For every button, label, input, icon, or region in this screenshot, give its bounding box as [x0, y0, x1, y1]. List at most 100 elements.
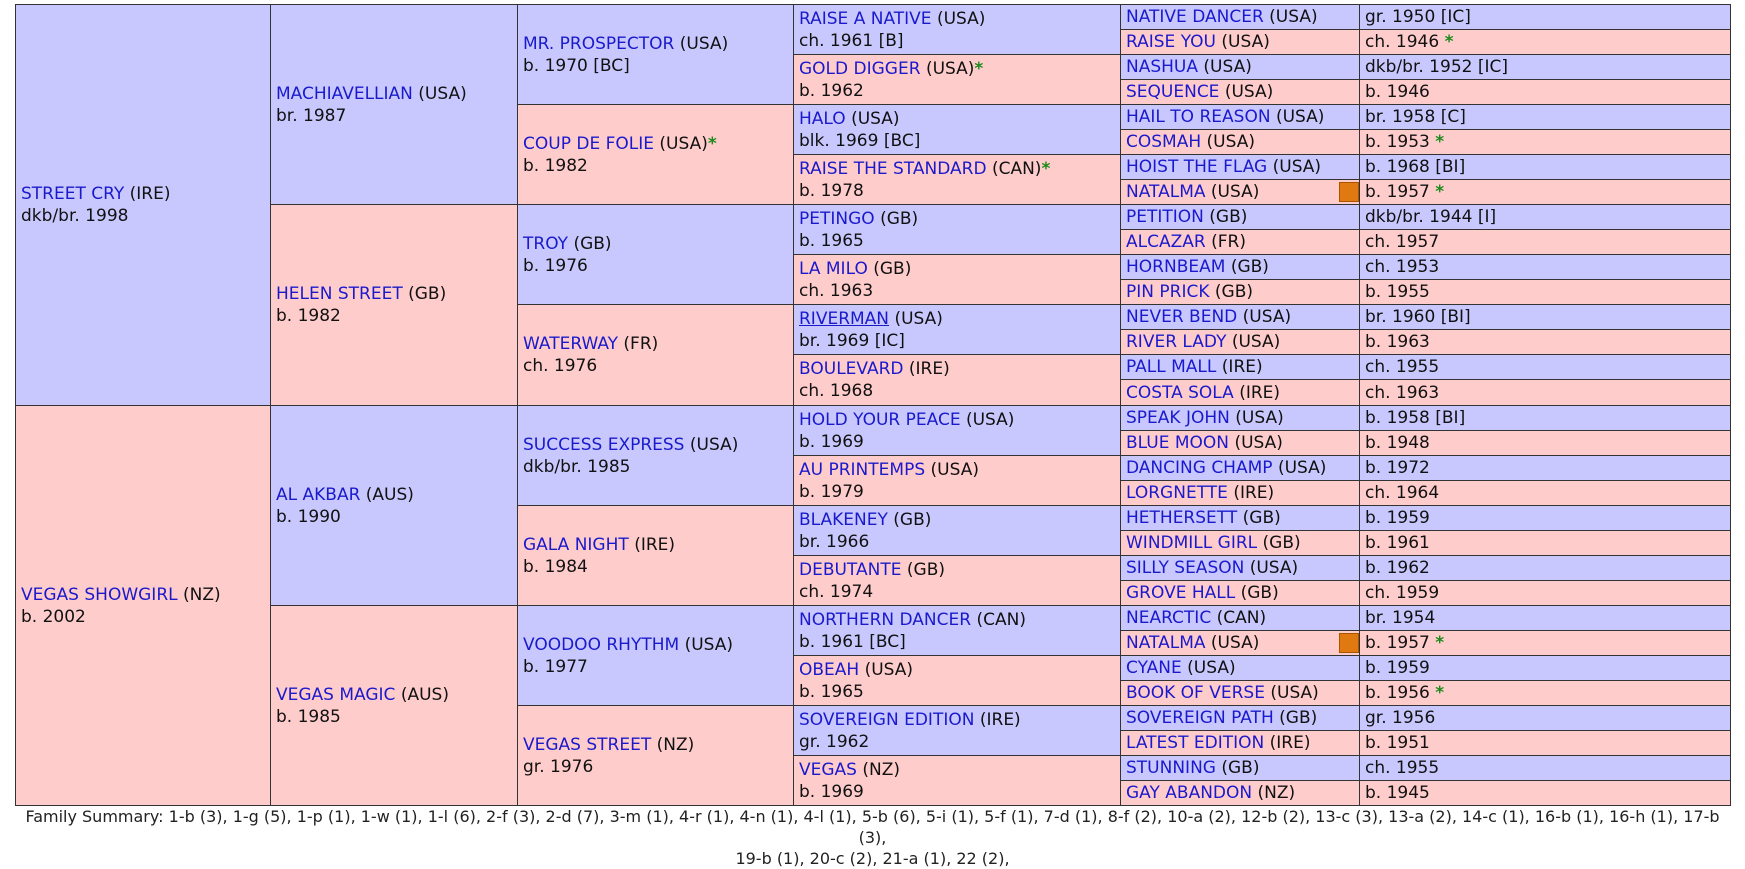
horse-name-link[interactable]: VEGAS MAGIC — [276, 684, 396, 705]
horse-info: ch. 1955 — [1365, 758, 1440, 778]
horse-info: ch. 1953 — [1365, 257, 1440, 277]
horse-name-link[interactable]: WATERWAY — [523, 334, 619, 354]
horse-name-link[interactable]: VEGAS SHOWGIRL — [21, 584, 178, 605]
horse-name-link[interactable]: PIN PRICK — [1126, 282, 1210, 302]
horse-cell-gen3: GALA NIGHT (IRE) b. 1984 — [517, 505, 794, 606]
horse-name-link[interactable]: SPEAK JOHN — [1126, 408, 1230, 428]
horse-name-link[interactable]: SOVEREIGN PATH — [1126, 708, 1274, 728]
horse-name-link[interactable]: NORTHERN DANCER — [799, 609, 972, 630]
horse-cell-gen4: BOULEVARD (IRE) ch. 1968 — [793, 354, 1121, 406]
horse-name-link[interactable]: HAIL TO REASON — [1126, 107, 1271, 127]
horse-name-link[interactable]: NATALMA — [1126, 633, 1206, 653]
horse-country: (GB) — [906, 559, 945, 580]
horse-name-link[interactable]: GAY ABANDON — [1126, 783, 1253, 803]
horse-info: b. 1968 [BI] — [1365, 157, 1466, 177]
horse-name-link[interactable]: HALO — [799, 108, 846, 129]
horse-name-link[interactable]: GOLD DIGGER — [799, 58, 921, 79]
horse-info: br. 1969 [IC] — [799, 330, 905, 351]
horse-cell-gen4: OBEAH (USA) b. 1965 — [793, 655, 1121, 706]
horse-name-link[interactable]: SEQUENCE — [1126, 82, 1220, 102]
horse-cell-gen2: MACHIAVELLIAN (USA) br. 1987 — [270, 4, 518, 205]
horse-info: dkb/br. 1944 [I] — [1365, 207, 1497, 227]
horse-name-link[interactable]: NASHUA — [1126, 57, 1198, 77]
horse-info-cell: b. 1946 — [1359, 79, 1731, 105]
horse-name-link[interactable]: VEGAS STREET — [523, 734, 652, 755]
horse-country: (USA) — [1210, 633, 1260, 653]
horse-name-link[interactable]: SOVEREIGN EDITION — [799, 709, 975, 730]
horse-name-link[interactable]: VOODOO RHYTHM — [523, 634, 680, 655]
horse-name-link[interactable]: BLAKENEY — [799, 509, 888, 530]
horse-name-link[interactable]: CYANE — [1126, 658, 1182, 678]
horse-name-link[interactable]: HETHERSETT — [1126, 508, 1238, 528]
horse-country: (USA) — [1272, 157, 1322, 177]
horse-name-link[interactable]: COSMAH — [1126, 132, 1202, 152]
horse-name-link[interactable]: AU PRINTEMPS — [799, 459, 926, 480]
horse-name-link[interactable]: WINDMILL GIRL — [1126, 533, 1258, 553]
horse-name-link[interactable]: MR. PROSPECTOR — [523, 33, 675, 54]
horse-name-link[interactable]: GROVE HALL — [1126, 583, 1236, 603]
horse-info: b. 1969 — [799, 431, 864, 452]
horse-info: ch. 1946 — [1365, 32, 1440, 52]
horse-name-link[interactable]: VEGAS — [799, 759, 857, 780]
horse-country: (IRE) — [908, 359, 950, 379]
horse-cell-gen5: PALL MALL (IRE) — [1120, 354, 1360, 380]
horse-cell-gen3: WATERWAY (FR) ch. 1976 — [517, 304, 794, 406]
horse-cell-gen5: COSMAH (USA) — [1120, 129, 1360, 155]
horse-name-link[interactable]: RIVERMAN — [799, 308, 890, 329]
horse-name-link[interactable]: BOULEVARD — [799, 359, 904, 379]
horse-name-link[interactable]: RAISE A NATIVE — [799, 8, 932, 29]
horse-cell-gen4: HOLD YOUR PEACE (USA) b. 1969 — [793, 405, 1121, 456]
horse-name-link[interactable]: PALL MALL — [1126, 357, 1217, 377]
horse-name-link[interactable]: BLUE MOON — [1126, 433, 1230, 453]
horse-info: b. 1945 — [1365, 783, 1430, 803]
horse-name-link[interactable]: RAISE THE STANDARD — [799, 158, 987, 179]
horse-name-link[interactable]: COUP DE FOLIE — [523, 133, 654, 154]
horse-name-link[interactable]: GALA NIGHT — [523, 534, 629, 555]
horse-country: (CAN) — [1216, 608, 1267, 628]
horse-name-link[interactable]: RAISE YOU — [1126, 32, 1216, 52]
horse-name-link[interactable]: HORNBEAM — [1126, 257, 1226, 277]
horse-name-link[interactable]: LORGNETTE — [1126, 483, 1228, 503]
horse-name-link[interactable]: TROY — [523, 233, 569, 254]
horse-name-link[interactable]: BOOK OF VERSE — [1126, 683, 1265, 703]
horse-name-link[interactable]: HELEN STREET — [276, 284, 403, 304]
horse-name-link[interactable]: AL AKBAR — [276, 484, 361, 505]
horse-cell-gen5: SEQUENCE (USA) — [1120, 79, 1360, 105]
horse-name-link[interactable]: SUCCESS EXPRESS — [523, 434, 685, 455]
horse-name-link[interactable]: LA MILO — [799, 258, 868, 279]
horse-name-link[interactable]: PETINGO — [799, 208, 875, 229]
horse-name-link[interactable]: DANCING CHAMP — [1126, 458, 1273, 478]
horse-info: b. 1969 — [799, 781, 864, 802]
horse-country: (GB) — [1209, 207, 1248, 227]
horse-country: (USA) — [965, 409, 1015, 430]
horse-name-link[interactable]: MACHIAVELLIAN — [276, 83, 413, 104]
horse-name-link[interactable]: ALCAZAR — [1126, 232, 1206, 252]
horse-name-link[interactable]: OBEAH — [799, 659, 860, 680]
horse-country: (USA) — [1249, 558, 1299, 578]
horse-country: (USA) — [894, 308, 943, 329]
horse-name-link[interactable]: NEVER BEND — [1126, 307, 1238, 327]
horse-info: gr. 1956 — [1365, 708, 1436, 728]
horse-info-cell: ch. 1959 — [1359, 580, 1731, 606]
horse-name-link[interactable]: DEBUTANTE — [799, 559, 902, 580]
horse-name-link[interactable]: NATIVE DANCER — [1126, 7, 1264, 27]
family-summary-line-2: 19-b (1), 20-c (2), 21-a (1), 22 (2), — [735, 849, 1010, 868]
horse-name-link[interactable]: STUNNING — [1126, 758, 1216, 778]
horse-info: blk. 1969 [BC] — [799, 130, 921, 151]
horse-name-link[interactable]: NATALMA — [1126, 182, 1206, 202]
horse-name-link[interactable]: SILLY SEASON — [1126, 558, 1245, 578]
horse-name-link[interactable]: STREET CRY — [21, 184, 125, 204]
horse-name-link[interactable]: NEARCTIC — [1126, 608, 1212, 628]
horse-name-link[interactable]: LATEST EDITION — [1126, 733, 1265, 753]
horse-name-link[interactable]: RIVER LADY — [1126, 332, 1227, 352]
horse-name-link[interactable]: COSTA SOLA — [1126, 382, 1234, 403]
horse-info-cell: b. 1951 — [1359, 730, 1731, 756]
horse-cell-gen5: GAY ABANDON (NZ) — [1120, 780, 1360, 806]
horse-country: (USA) — [1206, 132, 1255, 152]
horse-name-link[interactable]: PETITION — [1126, 207, 1204, 227]
horse-cell-gen5: RIVER LADY (USA) — [1120, 329, 1360, 355]
horse-cell-gen2: HELEN STREET (GB) b. 1982 — [270, 204, 518, 406]
horse-name-link[interactable]: HOLD YOUR PEACE — [799, 409, 961, 430]
horse-info: b. 1961 — [1365, 533, 1430, 553]
horse-name-link[interactable]: HOIST THE FLAG — [1126, 157, 1268, 177]
